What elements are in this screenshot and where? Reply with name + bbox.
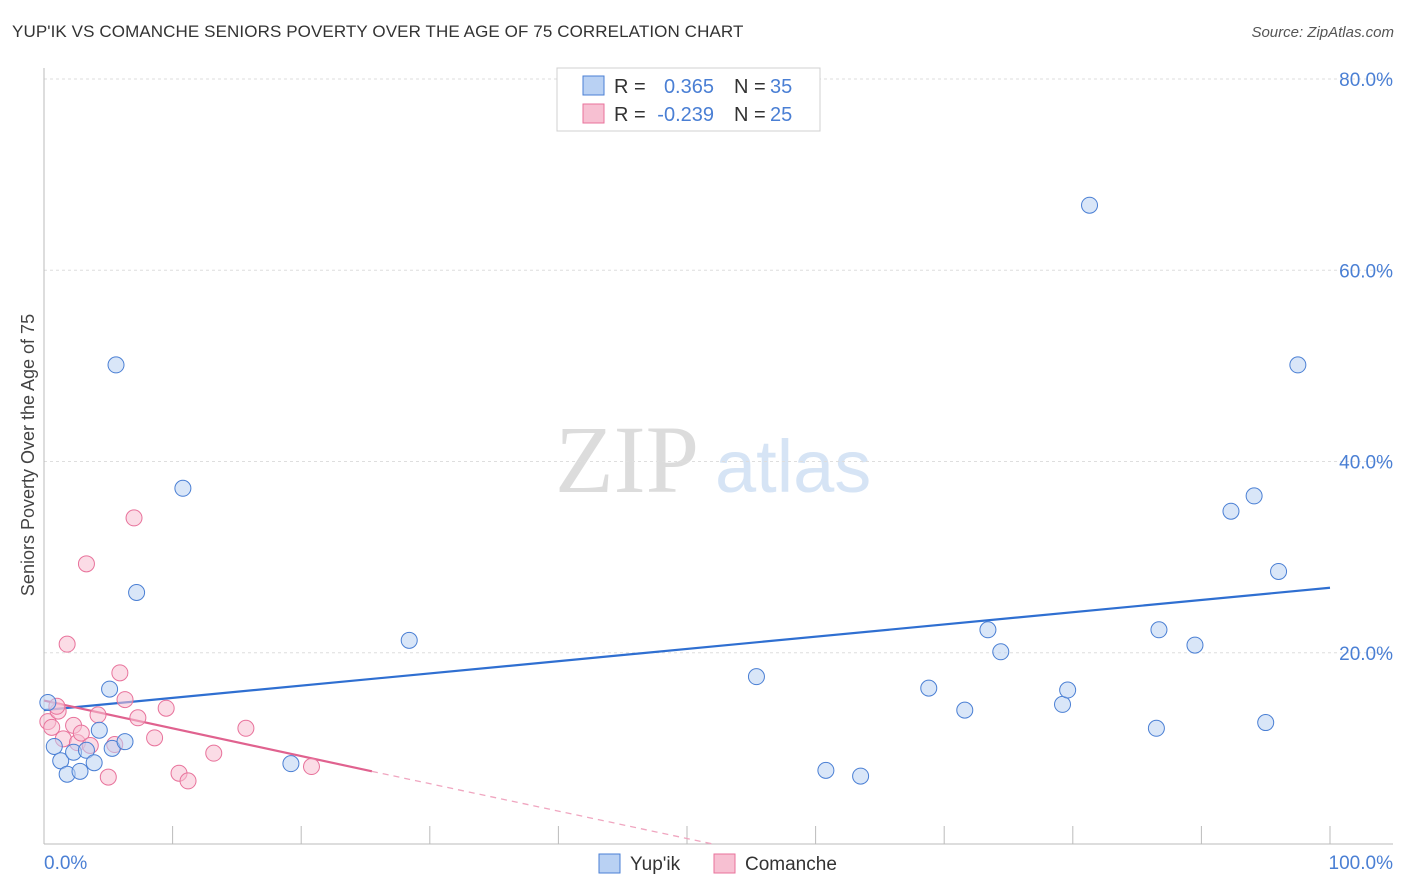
legend-n-value: 25 (770, 104, 792, 126)
data-point-comanche (146, 729, 164, 747)
data-point-comanche (125, 509, 143, 527)
data-point-yupik (1081, 196, 1099, 214)
bottom-legend-swatch-comanche (713, 853, 736, 874)
data-point-yupik (90, 721, 108, 739)
legend-n-label: N = (734, 104, 766, 126)
data-point-comanche (111, 664, 129, 682)
data-point-comanche (58, 635, 76, 653)
data-point-yupik (1245, 487, 1263, 505)
data-point-yupik (1147, 719, 1165, 737)
data-point-yupik (174, 479, 192, 497)
y-tick-label: 40.0% (1339, 453, 1393, 474)
data-point-comanche (116, 691, 134, 709)
x-tick-label: 0.0% (44, 853, 87, 874)
data-point-yupik (71, 762, 89, 780)
data-points (39, 196, 1307, 790)
data-point-yupik (852, 767, 870, 785)
tick-labels: 20.0% 40.0% 60.0% 80.0% 0.0% 100.0% (44, 70, 1393, 874)
trend-lines (43, 586, 1331, 845)
chart-title: YUP'IK VS COMANCHE SENIORS POVERTY OVER … (12, 22, 744, 41)
watermark-zip: ZIP (555, 406, 699, 513)
x-tick-label: 100.0% (1329, 853, 1394, 874)
legend-swatch-yupik (582, 75, 605, 96)
data-point-comanche (77, 555, 95, 573)
bottom-legend: Yup'ik Comanche (598, 853, 837, 875)
legend-r-value: 0.365 (664, 76, 714, 98)
data-point-comanche (302, 758, 320, 776)
data-point-yupik (101, 680, 119, 698)
data-point-yupik (1270, 562, 1288, 580)
data-point-yupik (128, 584, 146, 602)
data-point-comanche (129, 709, 147, 727)
data-point-yupik (1150, 621, 1168, 639)
data-point-comanche (72, 724, 90, 742)
data-point-yupik (920, 679, 938, 697)
top-legend: R = 0.365 N = 35 R = -0.239 N = 25 (556, 67, 821, 132)
data-point-yupik (1059, 681, 1077, 699)
data-point-yupik (400, 631, 418, 649)
data-point-comanche (99, 768, 117, 786)
data-point-yupik (979, 621, 997, 639)
y-tick-label: 80.0% (1339, 70, 1393, 91)
legend-r-label: R = (614, 104, 646, 126)
data-point-yupik (1289, 356, 1307, 374)
bottom-legend-label-comanche: Comanche (745, 854, 837, 875)
legend-r-value: -0.239 (657, 104, 714, 126)
legend-swatch-comanche (582, 103, 605, 124)
source-credit: Source: ZipAtlas.com (1251, 24, 1394, 41)
data-point-yupik (1257, 714, 1275, 732)
y-tick-label: 20.0% (1339, 644, 1393, 665)
bottom-legend-label-yupik: Yup'ik (630, 854, 681, 875)
bottom-legend-swatch-yupik (598, 853, 621, 874)
y-axis-title: Seniors Poverty Over the Age of 75 (18, 314, 38, 596)
data-point-yupik (39, 693, 57, 711)
data-point-comanche (237, 719, 255, 737)
data-point-yupik (1186, 636, 1204, 654)
data-point-yupik (116, 733, 134, 751)
gridlines (44, 78, 1393, 654)
trend-line-yupik (43, 586, 1331, 712)
data-point-yupik (817, 761, 835, 779)
watermark-atlas: atlas (715, 425, 871, 508)
data-point-yupik (992, 643, 1010, 661)
data-point-yupik (956, 701, 974, 719)
data-point-yupik (747, 668, 765, 686)
data-point-yupik (85, 754, 103, 772)
data-point-comanche (89, 706, 107, 724)
legend-r-label: R = (614, 76, 646, 98)
legend-n-value: 35 (770, 76, 792, 98)
data-point-comanche (179, 772, 197, 790)
data-point-yupik (107, 356, 125, 374)
data-point-comanche (43, 718, 61, 736)
data-point-comanche (205, 744, 223, 762)
data-point-comanche (157, 699, 175, 717)
legend-n-label: N = (734, 76, 766, 98)
data-point-yupik (45, 737, 63, 755)
data-point-yupik (77, 741, 95, 759)
data-point-yupik (1054, 695, 1072, 713)
data-point-yupik (1222, 502, 1240, 520)
y-tick-label: 60.0% (1339, 261, 1393, 282)
data-point-yupik (282, 755, 300, 773)
trend-line-comanche-extrapolated (371, 770, 713, 845)
